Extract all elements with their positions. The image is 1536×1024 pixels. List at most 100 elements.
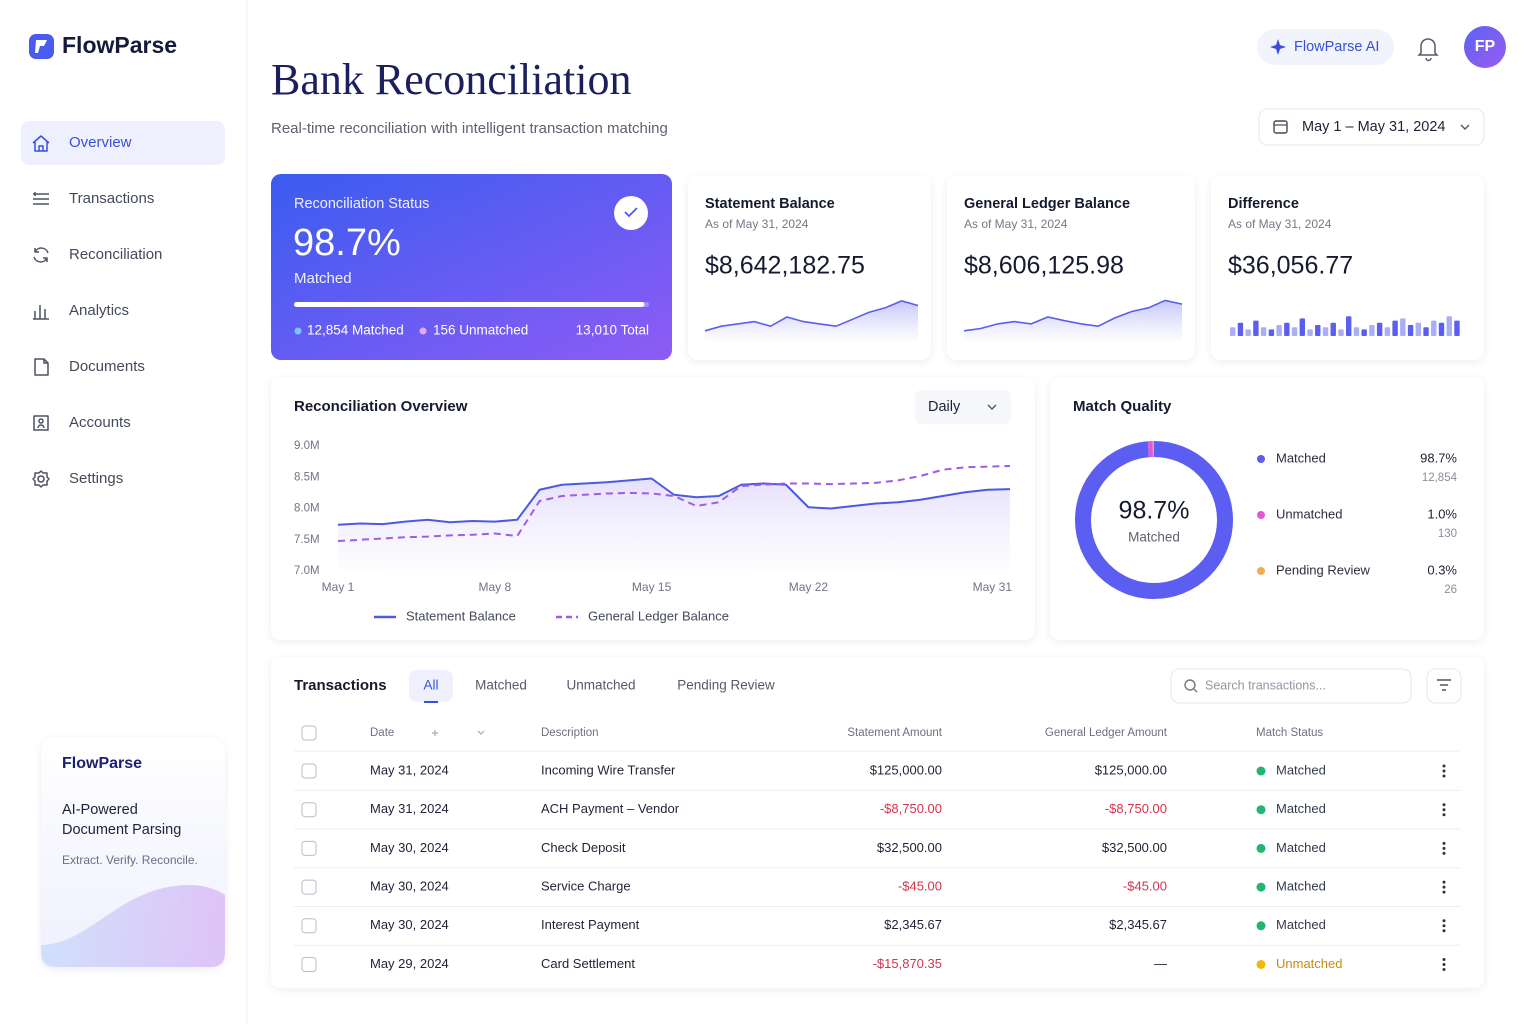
table-cell: Matched <box>1276 879 1326 894</box>
difference-bar <box>1407 325 1414 336</box>
row-menu[interactable] <box>1442 924 1446 928</box>
checkbox[interactable] <box>301 802 317 818</box>
nav-item[interactable]: Documents <box>69 358 145 375</box>
difference-bar <box>1415 322 1422 336</box>
checkbox[interactable] <box>301 840 317 856</box>
tab[interactable]: Pending Review <box>677 678 775 693</box>
row-menu[interactable] <box>1442 919 1446 923</box>
ai-button[interactable] <box>1257 29 1394 65</box>
difference-bar <box>1268 329 1275 336</box>
nav-active-bg[interactable] <box>21 121 225 165</box>
tab-active-bg[interactable] <box>409 670 453 702</box>
nav-item[interactable]: Analytics <box>69 302 129 319</box>
total-count: 13,010 Total <box>576 323 649 338</box>
legend-name: Matched <box>1276 450 1326 465</box>
row-menu[interactable] <box>1442 963 1446 966</box>
page-subtitle: Real-time reconciliation with intelligen… <box>271 120 668 137</box>
nav-icon <box>33 247 49 263</box>
sort-icon[interactable] <box>432 730 438 736</box>
table-cell: -$8,750.00 <box>1105 801 1167 816</box>
column-header: Date <box>370 727 394 739</box>
row-menu[interactable] <box>1442 846 1446 850</box>
table-cell: $2,345.67 <box>1109 917 1167 932</box>
legend-count: 12,854 <box>1422 472 1458 484</box>
legend-label: General Ledger Balance <box>588 608 729 623</box>
table-cell: May 31, 2024 <box>370 801 449 816</box>
search-placeholder[interactable]: Search transactions... <box>1205 678 1326 692</box>
row-menu[interactable] <box>1442 774 1446 778</box>
notification-bell[interactable] <box>1417 38 1439 62</box>
difference-bar <box>1376 322 1383 336</box>
nav-item[interactable]: Settings <box>69 470 123 487</box>
table-cell: Unmatched <box>1276 956 1342 971</box>
row-menu[interactable] <box>1442 885 1446 889</box>
search-box[interactable] <box>1170 668 1412 704</box>
tab[interactable]: Matched <box>475 678 527 693</box>
nav-item[interactable]: Accounts <box>69 414 131 431</box>
x-tick-label: May 22 <box>789 580 829 594</box>
table-cell: Matched <box>1276 917 1326 932</box>
row-menu[interactable] <box>1442 803 1446 807</box>
row-menu[interactable] <box>1442 813 1446 817</box>
row-menu[interactable] <box>1442 808 1446 812</box>
period-label[interactable]: Daily <box>928 399 961 415</box>
row-menu[interactable] <box>1442 880 1446 884</box>
checkbox[interactable] <box>301 725 317 741</box>
difference-bar <box>1291 327 1298 336</box>
kpi-value: $8,642,182.75 <box>705 252 865 280</box>
row-menu[interactable] <box>1442 769 1446 773</box>
date-picker[interactable] <box>1258 108 1485 146</box>
donut-segment <box>1075 441 1233 599</box>
difference-bar <box>1384 327 1391 336</box>
legend-dot <box>1257 567 1265 575</box>
difference-bar <box>1353 327 1360 336</box>
row-menu[interactable] <box>1442 890 1446 894</box>
nav-item[interactable]: Overview <box>69 134 132 151</box>
y-tick-label: 9.0M <box>294 440 320 452</box>
ai-button-label[interactable]: FlowParse AI <box>1294 39 1379 55</box>
row-menu[interactable] <box>1442 841 1446 845</box>
tab[interactable]: Unmatched <box>566 678 635 693</box>
checkbox[interactable] <box>301 957 317 972</box>
progress-fill <box>294 302 645 307</box>
nav-item[interactable]: Transactions <box>69 190 154 207</box>
filter-button[interactable] <box>1426 668 1462 704</box>
row-menu[interactable] <box>1442 851 1446 855</box>
nav-item[interactable]: Reconciliation <box>69 246 162 263</box>
table-cell: Service Charge <box>541 879 631 894</box>
donut-center-label: Matched <box>1128 530 1180 545</box>
sort-icon[interactable] <box>477 730 485 735</box>
kpi-value: $8,606,125.98 <box>964 252 1124 280</box>
legend-label: Statement Balance <box>406 608 516 623</box>
checkbox[interactable] <box>301 918 317 934</box>
avatar[interactable] <box>1464 26 1506 68</box>
difference-bar <box>1315 325 1321 336</box>
row-menu[interactable] <box>1442 929 1446 933</box>
table-cell: Matched <box>1276 801 1326 816</box>
column-header: Match Status <box>1256 727 1323 739</box>
nav-icon <box>34 358 49 376</box>
difference-bar <box>1369 325 1375 336</box>
difference-bar <box>1307 329 1313 336</box>
checkbox[interactable] <box>301 763 317 779</box>
chevron <box>1460 124 1470 130</box>
table-cell: -$45.00 <box>1123 879 1167 894</box>
row-menu[interactable] <box>1442 958 1446 961</box>
table-cell: -$8,750.00 <box>880 801 942 816</box>
difference-bar <box>1392 320 1398 336</box>
transactions-card <box>271 657 1484 988</box>
status-dot <box>1256 960 1266 969</box>
period-select[interactable] <box>915 390 1011 424</box>
table-cell: $125,000.00 <box>870 762 942 777</box>
row-menu[interactable] <box>1442 764 1446 768</box>
row-menu[interactable] <box>1442 968 1446 971</box>
kpi-subtitle: As of May 31, 2024 <box>1228 217 1332 231</box>
checkbox[interactable] <box>301 879 317 895</box>
date-range[interactable]: May 1 – May 31, 2024 <box>1302 119 1445 135</box>
table-cell: ACH Payment – Vendor <box>541 801 680 816</box>
tab[interactable]: All <box>423 678 438 693</box>
table-cell: May 30, 2024 <box>370 879 449 894</box>
chevron <box>987 404 997 410</box>
table-cell: — <box>1154 956 1167 971</box>
